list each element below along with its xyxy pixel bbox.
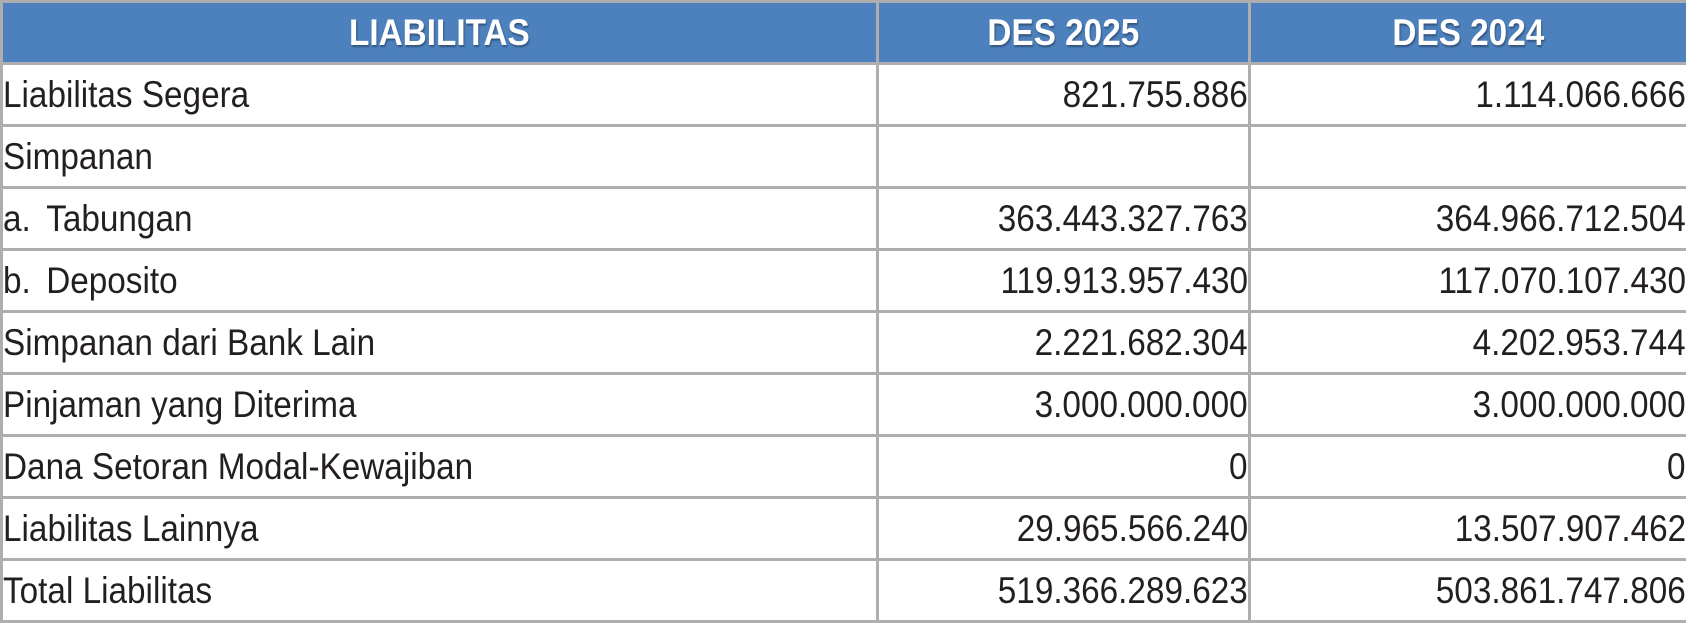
- table-row-deposito: b. Deposito 119.913.957.430 117.070.107.4…: [0, 248, 1686, 313]
- value-des-2025: [876, 124, 1251, 189]
- row-label-prefix: a.: [3, 197, 31, 239]
- table-row-dana-setoran-modal-kewajiban: Dana Setoran Modal-Kewajiban 0 0: [0, 434, 1686, 499]
- value-des-2025: 519.366.289.623: [876, 558, 1251, 623]
- row-label: Liabilitas Lainnya: [3, 507, 259, 549]
- value-des-2024: [1248, 124, 1686, 189]
- row-label-cell: Dana Setoran Modal-Kewajiban: [0, 434, 879, 499]
- value-des-2024: 0: [1248, 434, 1686, 499]
- row-label-cell: Pinjaman yang Diterima: [0, 372, 879, 437]
- row-label: Simpanan: [3, 135, 153, 177]
- row-label-cell: Total Liabilitas: [0, 558, 879, 623]
- column-header-des-2024: DES 2024: [1248, 0, 1686, 65]
- row-label-cell: a. Tabungan: [0, 186, 879, 251]
- table-row-tabungan: a. Tabungan 363.443.327.763 364.966.712.5…: [0, 186, 1686, 251]
- row-label: Total Liabilitas: [3, 569, 213, 611]
- table-row-simpanan: Simpanan: [0, 124, 1686, 189]
- table-row-pinjaman-yang-diterima: Pinjaman yang Diterima 3.000.000.000 3.0…: [0, 372, 1686, 437]
- value-des-2024: 364.966.712.504: [1248, 186, 1686, 251]
- value-des-2025: 2.221.682.304: [876, 310, 1251, 375]
- row-label-cell: Simpanan: [0, 124, 879, 189]
- table-row-liabilitas-lainnya: Liabilitas Lainnya 29.965.566.240 13.507…: [0, 496, 1686, 561]
- column-header-des-2024-label: DES 2024: [1392, 11, 1545, 53]
- value-des-2024: 1.114.066.666: [1248, 62, 1686, 127]
- row-label: Tabungan: [46, 197, 193, 239]
- value-des-2025: 821.755.886: [876, 62, 1251, 127]
- value-des-2025: 29.965.566.240: [876, 496, 1251, 561]
- column-header-des-2025-label: DES 2025: [987, 11, 1140, 53]
- table-row-simpanan-dari-bank-lain: Simpanan dari Bank Lain 2.221.682.304 4.…: [0, 310, 1686, 375]
- value-des-2024: 4.202.953.744: [1248, 310, 1686, 375]
- column-header-liabilitas-label: LIABILITAS: [349, 11, 530, 53]
- value-des-2024: 117.070.107.430: [1248, 248, 1686, 313]
- row-label-cell: Liabilitas Lainnya: [0, 496, 879, 561]
- row-label: Pinjaman yang Diterima: [3, 383, 357, 425]
- header-row: LIABILITAS DES 2025 DES 2024: [0, 0, 1686, 65]
- value-des-2025: 363.443.327.763: [876, 186, 1251, 251]
- row-label-prefix: b.: [3, 259, 31, 301]
- column-header-liabilitas: LIABILITAS: [0, 0, 879, 65]
- column-header-des-2025: DES 2025: [876, 0, 1251, 65]
- value-des-2025: 0: [876, 434, 1251, 499]
- row-label-cell: b. Deposito: [0, 248, 879, 313]
- row-label: Dana Setoran Modal-Kewajiban: [3, 445, 474, 487]
- row-label: Simpanan dari Bank Lain: [3, 321, 376, 363]
- value-des-2024: 3.000.000.000: [1248, 372, 1686, 437]
- value-des-2024: 13.507.907.462: [1248, 496, 1686, 561]
- row-label-cell: Simpanan dari Bank Lain: [0, 310, 879, 375]
- table-row-total-liabilitas: Total Liabilitas 519.366.289.623 503.861…: [0, 558, 1686, 623]
- row-label: Deposito: [46, 259, 178, 301]
- row-label: Liabilitas Segera: [3, 73, 250, 115]
- value-des-2025: 119.913.957.430: [876, 248, 1251, 313]
- value-des-2025: 3.000.000.000: [876, 372, 1251, 437]
- table-row-liabilitas-segera: Liabilitas Segera 821.755.886 1.114.066.…: [0, 62, 1686, 127]
- value-des-2024: 503.861.747.806: [1248, 558, 1686, 623]
- row-label-cell: Liabilitas Segera: [0, 62, 879, 127]
